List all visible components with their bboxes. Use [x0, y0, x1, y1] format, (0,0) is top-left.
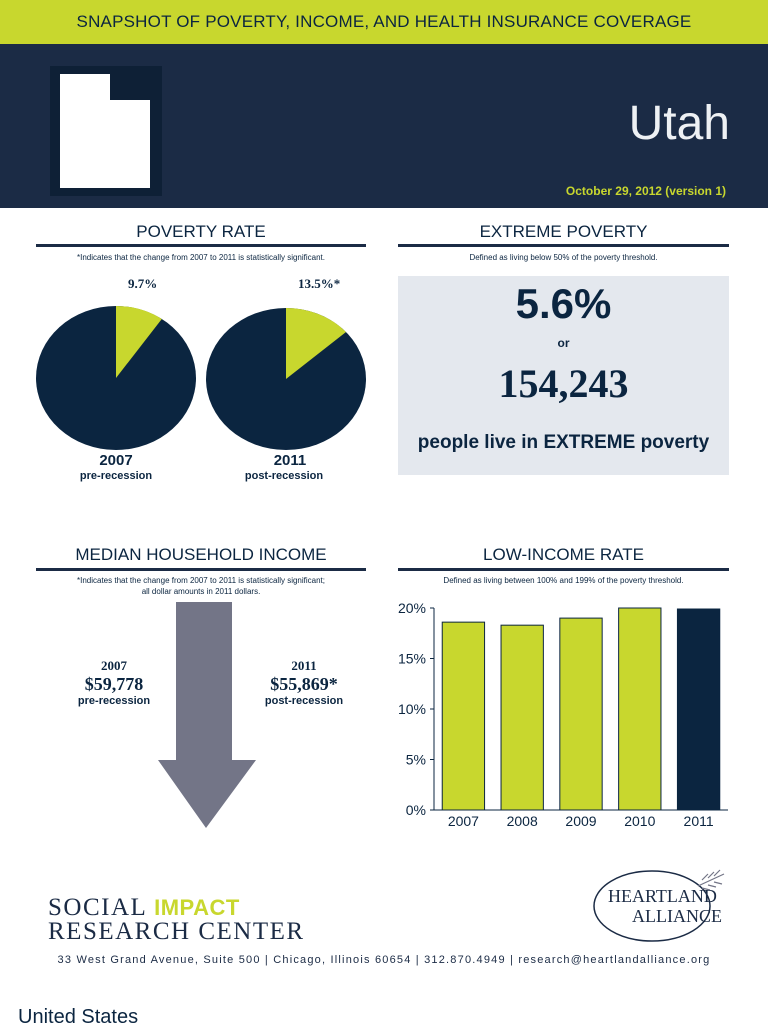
pie-2011: [206, 308, 366, 450]
state-name: Utah: [628, 97, 730, 150]
extreme-poverty-statement: people live in EXTREME poverty: [417, 432, 710, 453]
x-tick-label: 2007: [448, 813, 479, 829]
low-income-note: Defined as living between 100% and 199% …: [443, 576, 684, 585]
y-tick-label: 10%: [398, 701, 426, 717]
poverty-rate-rule: [36, 244, 366, 247]
low-income-chart: 0% 5% 10% 15% 20% 2007 2008 2009 2010 2011: [398, 600, 728, 829]
income-2007-sub: pre-recession: [77, 695, 151, 707]
income-down-arrow-icon: [158, 602, 256, 828]
income-2011-year: 2011: [291, 658, 317, 673]
pie-2007-label: 9.7%: [128, 276, 158, 291]
pie-2007-year: 2007: [99, 452, 133, 469]
pie-2011-year: 2011: [273, 452, 307, 469]
bar-2008: [500, 624, 544, 811]
median-income-note-1: *Indicates that the change from 2007 to …: [77, 576, 325, 585]
x-tick-label: 2009: [565, 813, 596, 829]
ha-logo-text-2: ALLIANCE: [632, 906, 722, 926]
extreme-poverty-rule: [398, 244, 729, 247]
next-page-heading: United States: [18, 1006, 139, 1024]
low-income-rule: [398, 568, 729, 571]
top-banner: SNAPSHOT OF POVERTY, INCOME, AND HEALTH …: [0, 0, 768, 44]
extreme-poverty-or: or: [557, 336, 570, 350]
low-income-title: LOW-INCOME RATE: [483, 545, 644, 564]
income-2007-year: 2007: [101, 658, 127, 673]
poverty-rate-title: POVERTY RATE: [136, 222, 266, 241]
footer-address: 33 West Grand Avenue, Suite 500 | Chicag…: [57, 954, 711, 966]
sirc-logo-line1: SOCIAL IMPACT: [48, 894, 240, 922]
bar-2011: [676, 608, 721, 811]
pie-2011-sub: post-recession: [244, 470, 324, 482]
pie-2011-label: 13.5%*: [298, 276, 341, 291]
sirc-impact: IMPACT: [154, 895, 240, 920]
x-tick-label: 2011: [684, 813, 714, 829]
pie-2011-slice: [286, 308, 347, 379]
poverty-rate-note: *Indicates that the change from 2007 to …: [77, 253, 325, 262]
extreme-poverty-title: EXTREME POVERTY: [479, 222, 648, 241]
y-tick-label: 0%: [406, 802, 426, 818]
utah-shape-icon: [60, 74, 150, 188]
ha-logo-text-1: HEARTLAND: [608, 886, 717, 906]
pie-2007: [36, 306, 196, 450]
extreme-poverty-count: 154,243: [498, 361, 629, 406]
bar-2010: [618, 607, 662, 811]
heartland-alliance-logo: [593, 869, 725, 942]
report-date: October 29, 2012 (version 1): [565, 184, 726, 198]
extreme-poverty-note: Defined as living below 50% of the pover…: [469, 253, 658, 262]
state-map: [50, 66, 162, 196]
y-tick-label: 15%: [398, 651, 426, 667]
pie-2007-sub: pre-recession: [79, 470, 153, 482]
y-tick-label: 20%: [398, 600, 426, 616]
pie-2007-slice: [116, 306, 162, 378]
extreme-poverty-panel: 5.6% or 154,243 people live in EXTREME p…: [398, 276, 729, 475]
banner-title: SNAPSHOT OF POVERTY, INCOME, AND HEALTH …: [76, 12, 692, 31]
income-2011: 2011 $55,869* post-recession: [244, 658, 364, 707]
median-income-note-2: all dollar amounts in 2011 dollars.: [141, 587, 261, 596]
median-income-title: MEDIAN HOUSEHOLD INCOME: [75, 545, 327, 564]
income-2011-value: $55,869*: [270, 674, 338, 694]
income-2007-value: $59,778: [84, 674, 144, 694]
bar-2009: [559, 617, 603, 811]
sirc-logo-line2: RESEARCH CENTER: [48, 918, 305, 945]
income-2007: 2007 $59,778 pre-recession: [56, 658, 172, 707]
sirc-social: SOCIAL: [48, 894, 147, 921]
median-income-rule: [36, 568, 366, 571]
extreme-poverty-percent: 5.6%: [515, 280, 612, 327]
income-2011-sub: post-recession: [264, 695, 344, 707]
bar-2007: [441, 621, 486, 811]
x-tick-label: 2010: [624, 813, 655, 829]
y-tick-label: 5%: [406, 752, 426, 768]
header: Utah October 29, 2012 (version 1): [0, 44, 768, 208]
x-tick-label: 2008: [507, 813, 538, 829]
